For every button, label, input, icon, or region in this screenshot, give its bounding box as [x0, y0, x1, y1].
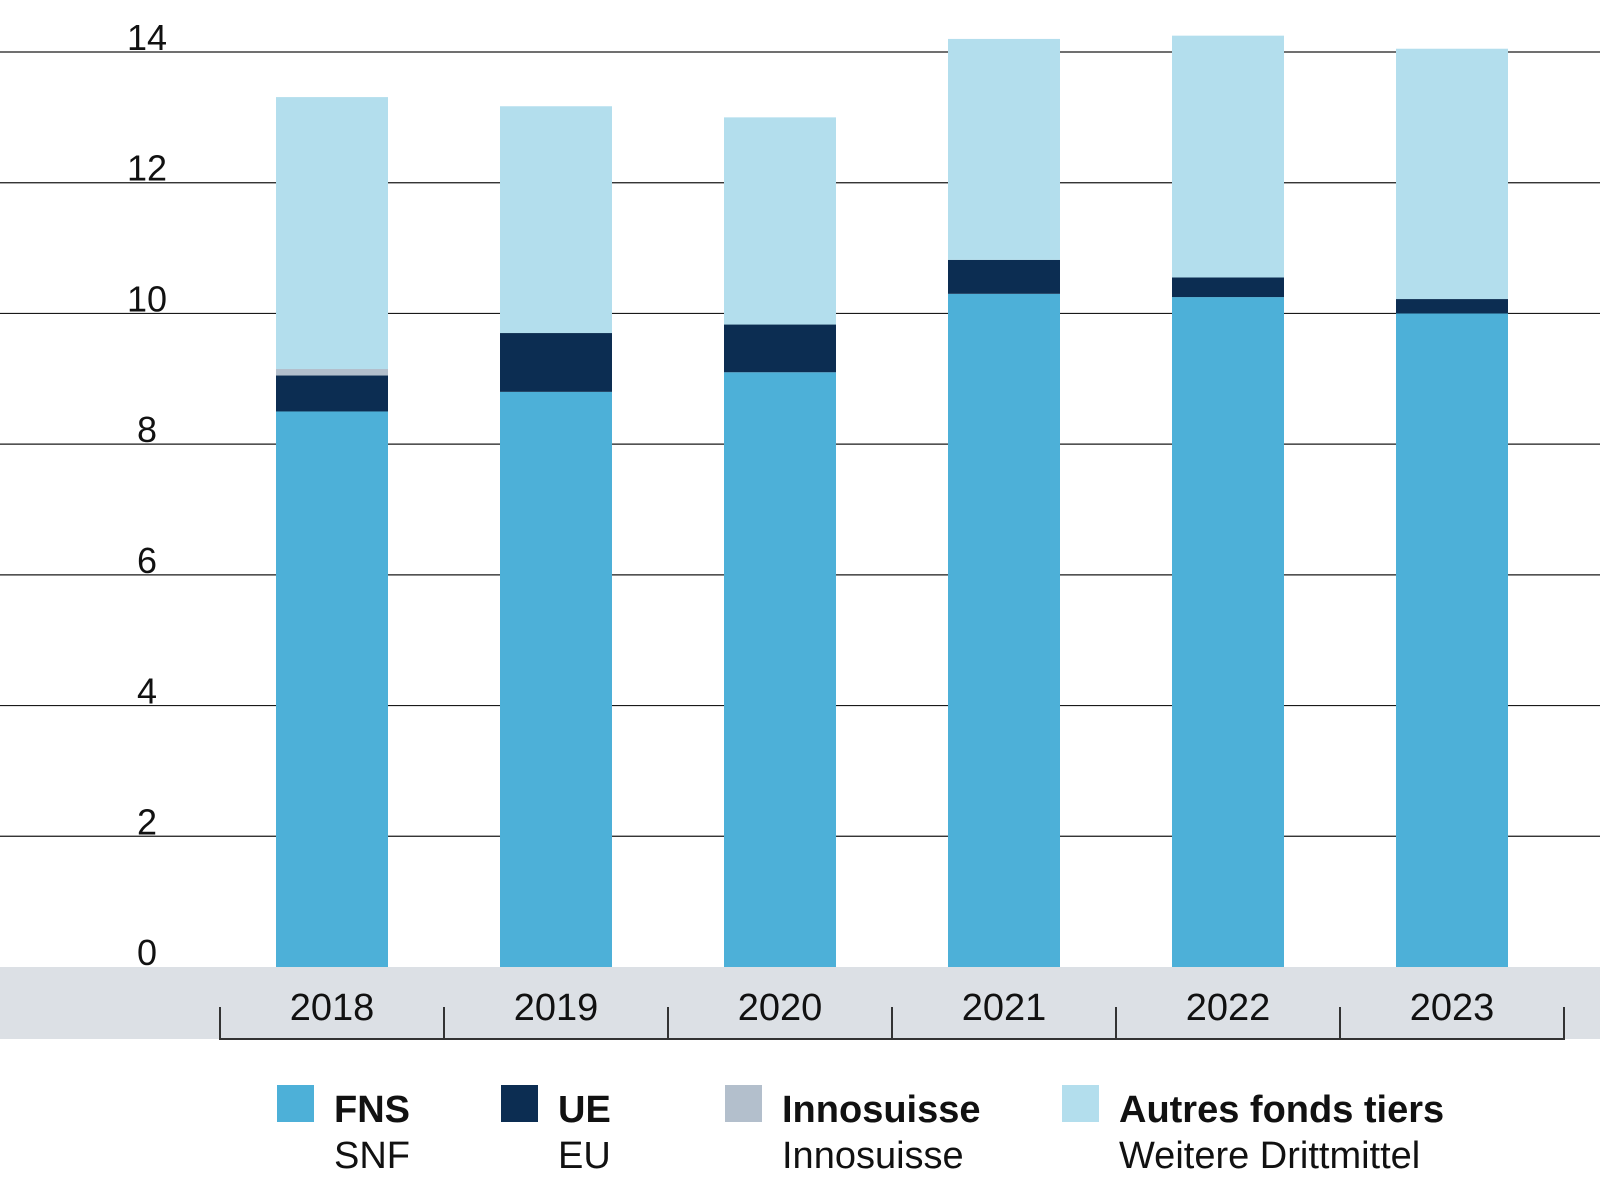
bar-segment [1172, 297, 1284, 967]
y-tick-label: 4 [137, 671, 157, 712]
legend-label: FNS [334, 1089, 410, 1131]
y-tick-label: 14 [127, 17, 167, 58]
bar-segment [948, 38, 1060, 260]
y-tick-label: 0 [137, 932, 157, 973]
y-tick-label: 6 [137, 540, 157, 581]
legend-label: UE [558, 1089, 611, 1131]
legend-sublabel: Weitere Drittmittel [1119, 1135, 1420, 1177]
x-tick-label: 2018 [290, 987, 375, 1029]
legend-sublabel: EU [558, 1135, 611, 1177]
bar-segment [1172, 35, 1284, 278]
legend-swatch [501, 1085, 538, 1122]
legend-sublabel: Innosuisse [782, 1135, 964, 1177]
bar-segment [1172, 277, 1284, 298]
legend-swatch [1062, 1085, 1099, 1122]
legend-sublabel: SNF [334, 1135, 410, 1177]
bar-segment [276, 375, 388, 412]
bar-segment [276, 368, 388, 376]
x-tick-label: 2019 [514, 987, 599, 1029]
x-tick-label: 2021 [962, 987, 1047, 1029]
legend-label: Autres fonds tiers [1119, 1089, 1444, 1131]
x-tick-label: 2023 [1410, 987, 1495, 1029]
bar-segment [724, 324, 836, 373]
x-axis-band [0, 967, 1600, 1039]
x-tick-label: 2022 [1186, 987, 1271, 1029]
bar-segment [1396, 299, 1508, 314]
bar-segment [724, 117, 836, 325]
bar-segment [276, 411, 388, 967]
legend-label: Innosuisse [782, 1089, 981, 1131]
bar-segment [500, 391, 612, 967]
bar-segment [948, 259, 1060, 294]
legend-swatch [277, 1085, 314, 1122]
y-tick-label: 10 [127, 278, 167, 319]
y-tick-label: 2 [137, 801, 157, 842]
x-tick-label: 2020 [738, 987, 823, 1029]
y-tick-label: 12 [127, 148, 167, 189]
y-axis-ticks: 0 2 4 6 8 10 12 14 [127, 17, 167, 973]
bar-segment [724, 372, 836, 967]
bar-segment [1396, 313, 1508, 967]
legend-swatch [725, 1085, 762, 1122]
bar-segment [948, 293, 1060, 968]
y-tick-label: 8 [137, 409, 157, 450]
x-axis: 2018 2019 2020 2021 2022 2023 [219, 987, 1565, 1040]
bars [276, 35, 1508, 968]
bar-segment [276, 97, 388, 369]
bar-segment [1396, 48, 1508, 300]
bar-segment [500, 106, 612, 334]
bar-segment [500, 333, 612, 392]
